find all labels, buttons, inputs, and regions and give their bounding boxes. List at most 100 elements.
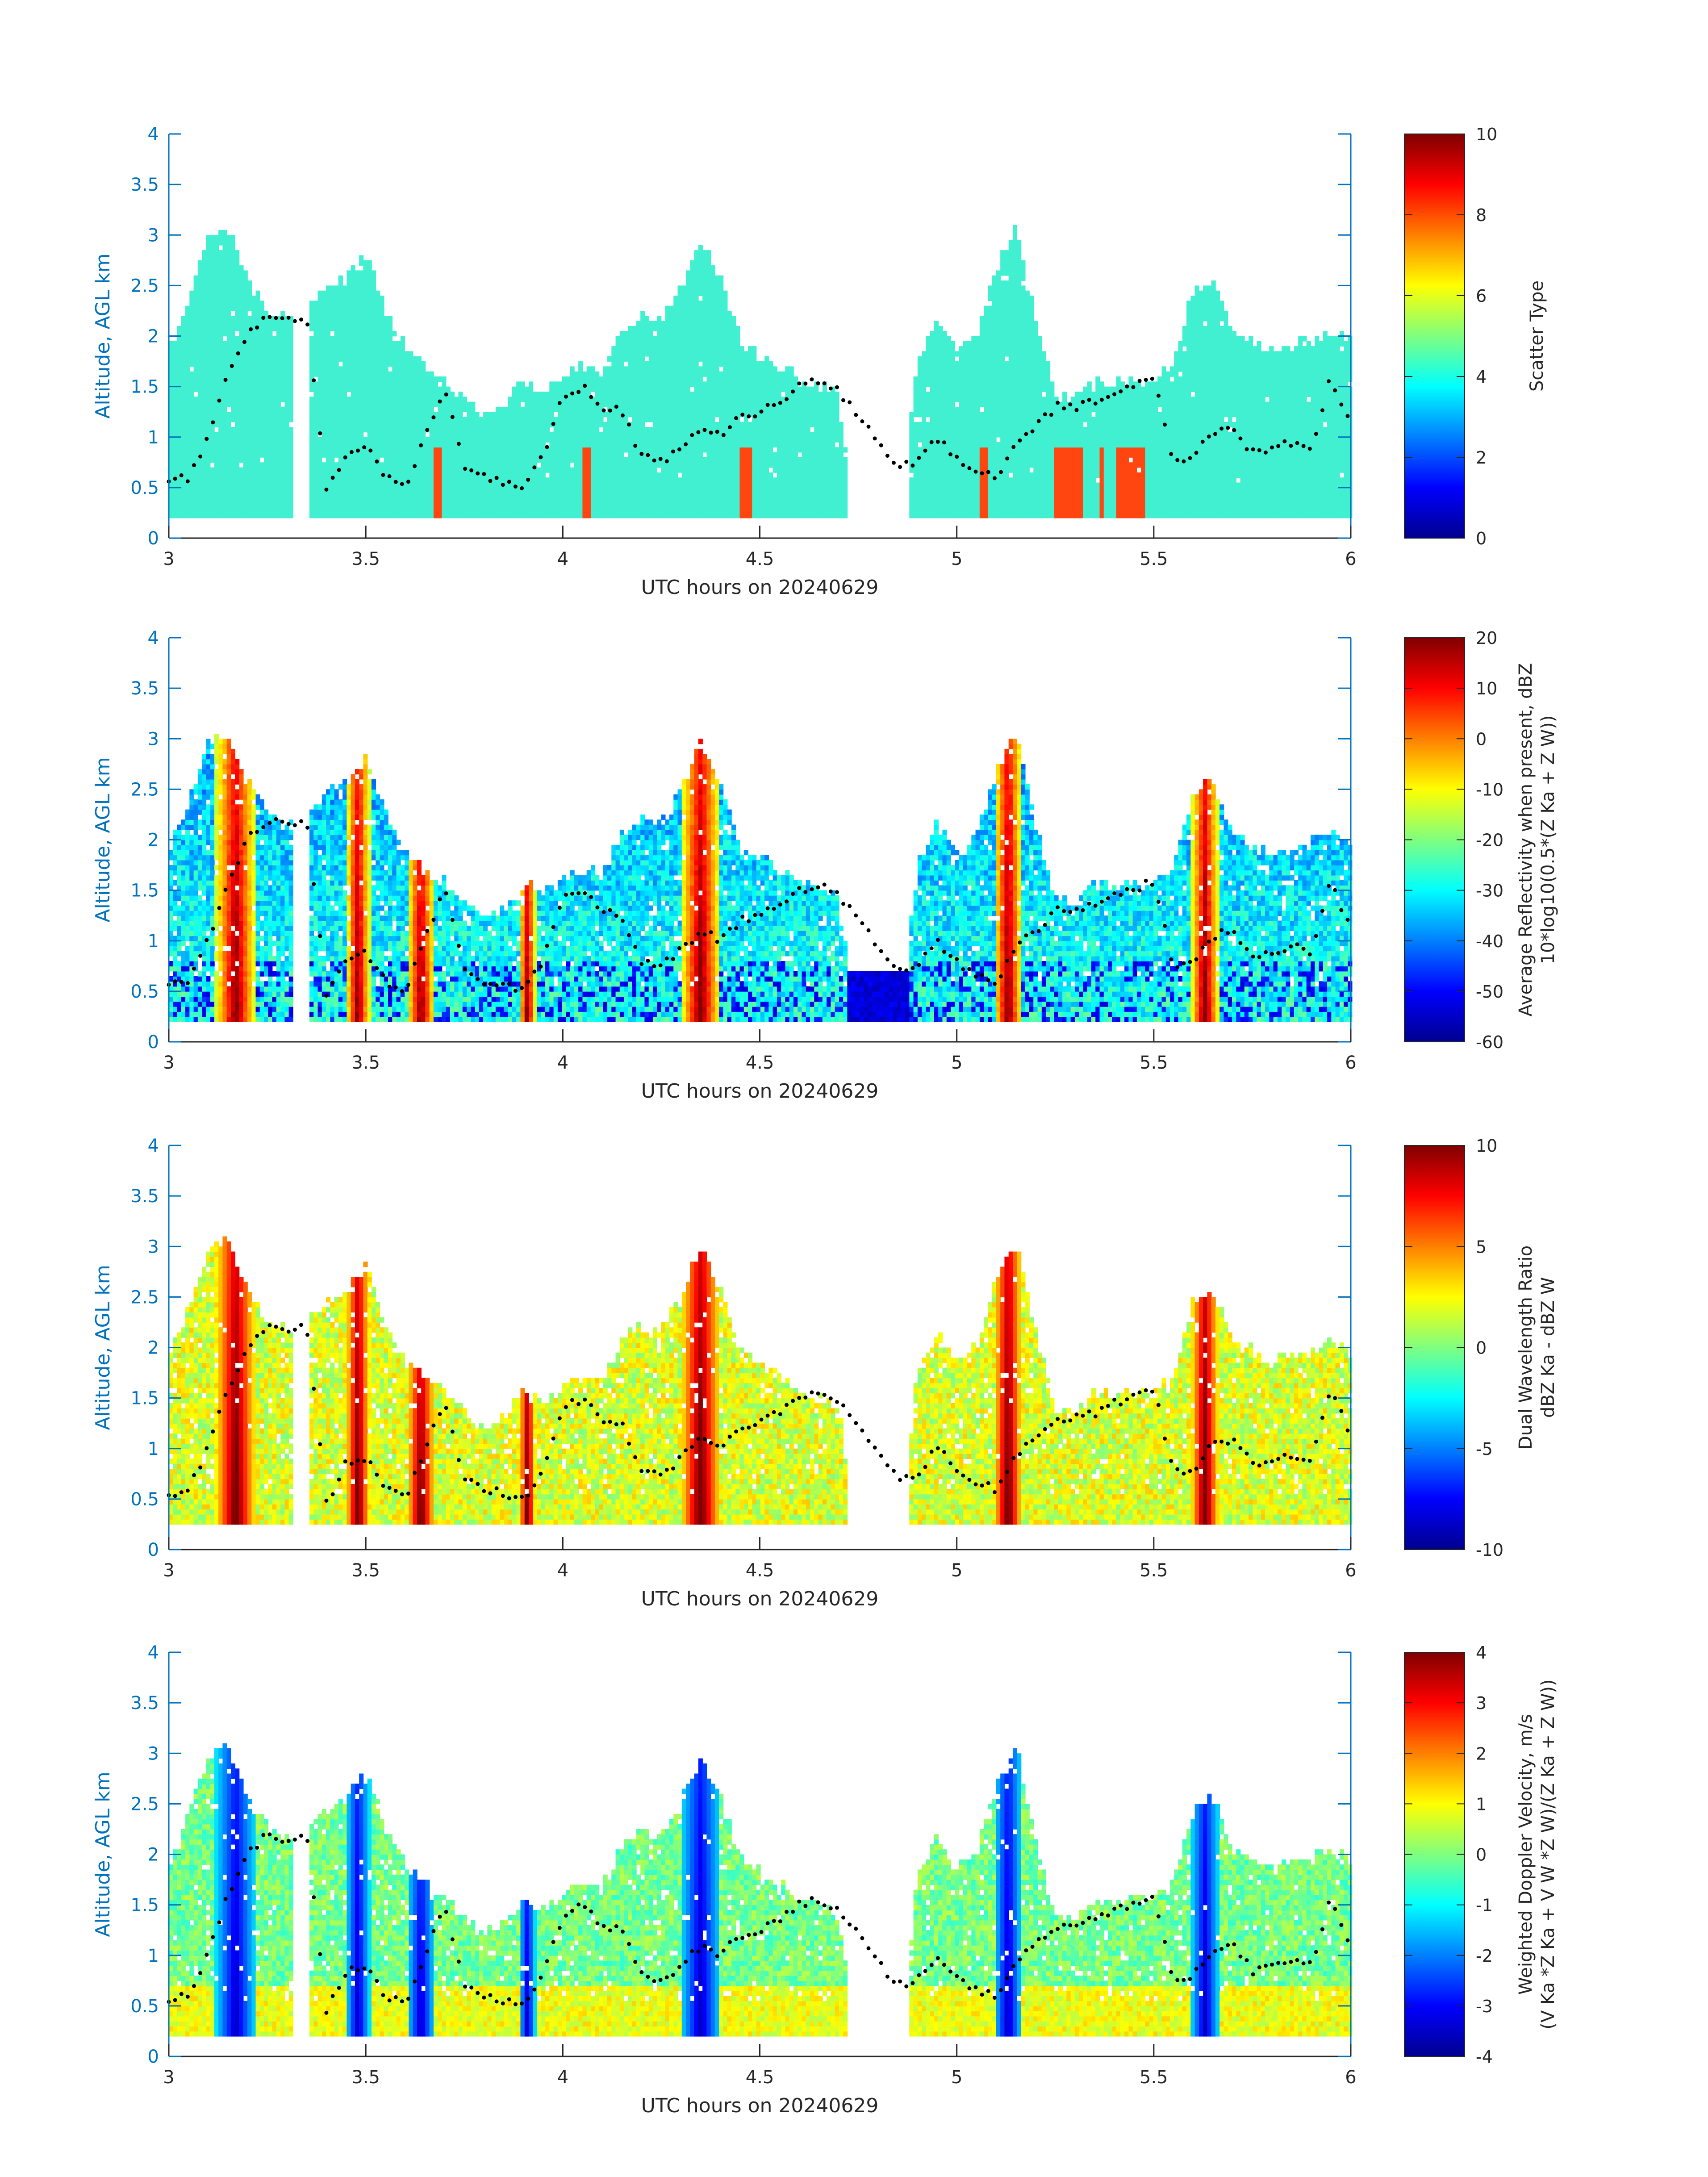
heatmap-cell (177, 467, 182, 473)
heatmap-cell (222, 255, 227, 261)
heatmap-cell (723, 482, 728, 488)
heatmap-cell (177, 401, 182, 407)
heatmap-cell (384, 417, 388, 422)
heatmap-cell (351, 497, 355, 503)
heatmap-cell (557, 457, 562, 463)
heatmap-cell (392, 447, 397, 453)
heatmap-cell (226, 361, 231, 367)
heatmap-cell (425, 406, 430, 412)
heatmap-cell (243, 275, 248, 281)
heatmap-cell (222, 321, 227, 326)
heatmap-cell (400, 452, 405, 458)
heatmap-cell (537, 452, 542, 458)
heatmap-cell (388, 457, 393, 463)
heatmap-cell (702, 381, 707, 387)
heatmap-cell (202, 275, 207, 281)
heatmap-cell (347, 371, 351, 377)
heatmap-cell (644, 361, 649, 367)
heatmap-cell (570, 508, 575, 514)
heatmap-cell (363, 412, 368, 418)
heatmap-cell (669, 406, 674, 412)
heatmap-cell (607, 391, 612, 397)
heatmap-cell (665, 427, 670, 433)
heatmap-cell (243, 326, 248, 331)
heatmap-cell (495, 452, 500, 458)
heatmap-cell (206, 477, 211, 483)
heatmap-cell (661, 497, 666, 503)
heatmap-cell (330, 502, 335, 508)
heatmap-cell (491, 457, 496, 463)
heatmap-cell (628, 502, 633, 508)
heatmap-cell (243, 406, 248, 412)
heatmap-cell (471, 442, 476, 448)
heatmap-cell (714, 371, 719, 377)
heatmap-cell (247, 361, 252, 367)
heatmap-cell (235, 316, 240, 322)
heatmap-cell (458, 508, 463, 514)
heatmap-cell (235, 260, 240, 266)
heatmap-cell (264, 412, 269, 418)
heatmap-cell (367, 467, 372, 473)
heatmap-cell (495, 493, 500, 498)
heatmap-cell (714, 296, 719, 301)
heatmap-cell (471, 457, 476, 463)
heatmap-cell (185, 467, 190, 473)
heatmap-cell (537, 487, 542, 493)
heatmap-cell (380, 487, 384, 493)
heatmap-cell (268, 381, 273, 387)
heatmap-cell (264, 376, 269, 382)
heatmap-cell (619, 386, 624, 392)
heatmap-cell (268, 477, 273, 483)
heatmap-cell (698, 432, 703, 438)
heatmap-cell (185, 371, 190, 377)
heatmap-cell (471, 452, 476, 458)
heatmap-cell (322, 477, 326, 483)
heatmap-cell (214, 235, 219, 241)
heatmap-cell (173, 376, 178, 382)
heatmap-cell (351, 285, 355, 291)
heatmap-cell (189, 356, 194, 362)
heatmap-cell (214, 285, 219, 291)
heatmap-cell (313, 477, 318, 483)
heatmap-cell (706, 467, 711, 473)
heatmap-cell (624, 386, 629, 392)
heatmap-cell (578, 457, 583, 463)
heatmap-cell (628, 371, 633, 377)
heatmap-cell (603, 477, 608, 483)
heatmap-cell (648, 346, 653, 352)
heatmap-cell (230, 487, 236, 493)
heatmap-cell (392, 351, 397, 357)
heatmap-cell (193, 502, 198, 508)
heatmap-cell (313, 381, 318, 387)
heatmap-cell (255, 305, 260, 311)
heatmap-cell (189, 417, 194, 422)
heatmap-cell (326, 290, 331, 296)
heatmap-cell (458, 401, 463, 407)
heatmap-cell (202, 482, 207, 488)
heatmap-cell (516, 477, 521, 483)
heatmap-cell (218, 502, 223, 508)
heatmap-cell (181, 472, 186, 478)
heatmap-cell (619, 351, 624, 357)
heatmap-cell (181, 316, 186, 322)
heatmap-cell (690, 260, 695, 266)
heatmap-cell (255, 482, 260, 488)
heatmap-cell (280, 462, 285, 468)
heatmap-cell (731, 508, 736, 514)
heatmap-cell (727, 427, 732, 433)
heatmap-cell (648, 397, 653, 402)
heatmap-cell (322, 386, 326, 392)
heatmap-cell (425, 391, 430, 397)
heatmap-cell (214, 240, 219, 246)
heatmap-cell (686, 401, 691, 407)
heatmap-cell (657, 417, 662, 422)
heatmap-cell (247, 356, 252, 362)
heatmap-cell (351, 351, 355, 357)
heatmap-cell (264, 457, 269, 463)
heatmap-cell (355, 270, 359, 276)
heatmap-cell (367, 296, 372, 301)
heatmap-cell (202, 391, 207, 397)
heatmap-cell (719, 391, 724, 397)
heatmap-cell (376, 361, 380, 367)
heatmap-cell (347, 508, 351, 514)
